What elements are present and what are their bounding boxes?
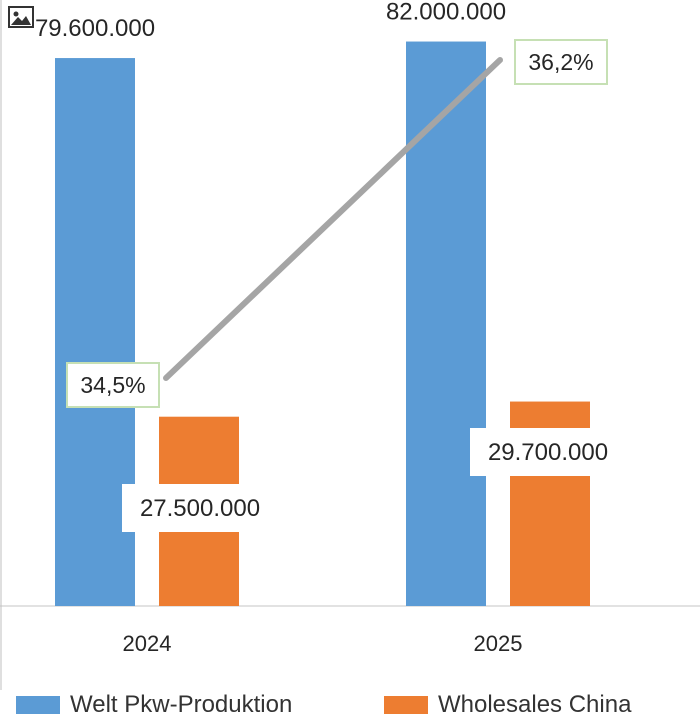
bar-welt-2025: [406, 41, 486, 606]
x-tick-label-2024: 2024: [123, 631, 172, 656]
data-label-welt-2024: 79.600.000: [35, 15, 155, 42]
data-label-box-china-2025: [470, 428, 626, 476]
pct-label-box-2025: [514, 39, 608, 85]
pct-label-2025: 36,2%: [528, 49, 593, 75]
pct-label-box-2024: [66, 362, 160, 408]
image-icon: [8, 6, 34, 28]
legend-swatch-china: [384, 696, 428, 714]
chart: 2024 2025 79.600.000 82.000.000 27.500.000 29…: [0, 0, 700, 690]
data-label-welt-2025: 82.000.000: [386, 0, 506, 26]
data-label-china-2025: 29.700.000: [488, 439, 608, 466]
x-tick-label-2025: 2025: [474, 631, 523, 656]
bar-welt-2024: [55, 58, 135, 607]
data-label-china-2024: 27.500.000: [140, 495, 260, 522]
legend-label-welt: Welt Pkw-Produktion: [70, 691, 293, 718]
legend-swatch-welt: [16, 696, 60, 714]
data-label-box-china-2024: [122, 484, 278, 532]
legend-label-china: Wholesales China: [438, 691, 632, 718]
share-line: [163, 57, 503, 381]
pct-label-2024: 34,5%: [80, 372, 145, 398]
legend-item-welt: Welt Pkw-Produktion: [16, 690, 292, 720]
legend: Welt Pkw-Produktion Wholesales China: [0, 690, 700, 720]
legend-item-china: Wholesales China: [384, 690, 631, 720]
